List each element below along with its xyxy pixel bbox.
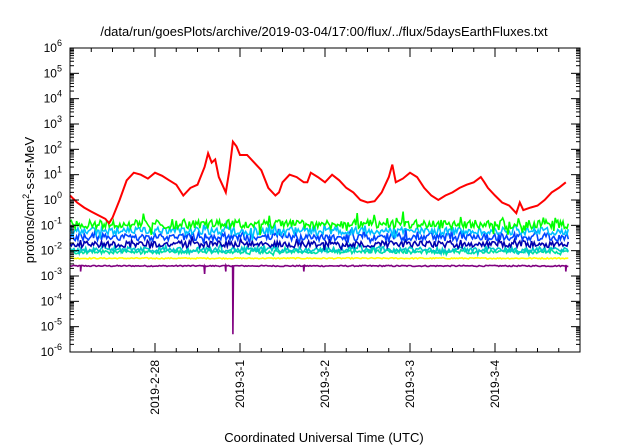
- x-tick-label: 2019-2-28: [148, 360, 162, 415]
- x-tick-label: 2019-3-3: [403, 360, 417, 408]
- axes-layer: 10-6 10-5 10-4 10-3 10-2 10-1 100 101 102 103 104 1…: [41, 38, 581, 415]
- y-tick-label: 10-4: [41, 291, 62, 308]
- series-layer: [69, 139, 570, 335]
- y-axis-title-superscript: 2: [21, 194, 31, 199]
- y-tick-label: 105: [44, 63, 62, 80]
- series-line: [69, 228, 570, 245]
- x-axis-title: Coordinated Universal Time (UTC): [224, 430, 423, 445]
- x-tick-label: 2019-3-1: [233, 360, 247, 408]
- y-axis-title-base: protons/cm: [22, 199, 37, 263]
- series-line: [69, 256, 569, 260]
- y-axis-title: protons/cm2-s-sr-MeV: [21, 136, 37, 263]
- series-line: [69, 241, 569, 258]
- series-line: [69, 220, 570, 241]
- y-tick-label: 100: [44, 190, 62, 207]
- chart-title: /data/run/goesPlots/archive/2019-03-04/1…: [100, 24, 548, 39]
- plot-frame: [69, 47, 581, 353]
- y-tick-label: 10-3: [41, 266, 62, 283]
- svg-text:protons/cm2-s-sr-MeV: protons/cm2-s-sr-MeV: [21, 136, 37, 263]
- y-tick-label: 10-2: [41, 241, 62, 258]
- y-tick-label: 10-5: [41, 317, 62, 334]
- y-tick-label: 10-6: [41, 342, 62, 359]
- x-tick-label: 2019-3-4: [488, 360, 502, 408]
- series-line: [69, 211, 570, 236]
- y-tick-label: 101: [44, 165, 62, 182]
- x-tick-label: 2019-3-2: [318, 360, 332, 408]
- y-tick-label: 10-1: [41, 215, 62, 232]
- y-tick-label: 103: [44, 114, 62, 131]
- series-line: [69, 262, 569, 335]
- series-line: [69, 235, 570, 252]
- y-axis-title-rest: -s-sr-MeV: [22, 136, 37, 193]
- y-tick-label: 102: [44, 139, 62, 156]
- y-tick-label: 104: [44, 89, 62, 106]
- series-line: [69, 139, 567, 226]
- y-tick-label: 106: [44, 38, 62, 55]
